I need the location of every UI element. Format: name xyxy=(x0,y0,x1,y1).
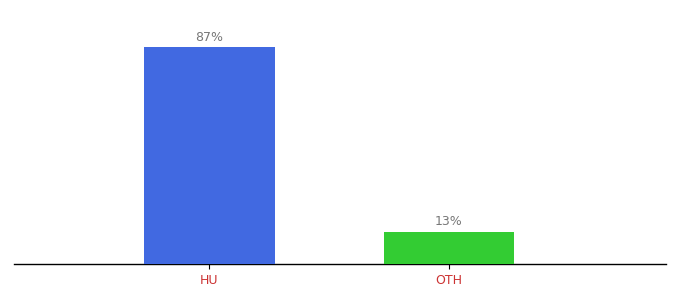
Bar xyxy=(144,47,275,264)
Bar xyxy=(384,232,514,264)
Text: 87%: 87% xyxy=(195,31,224,44)
Text: 13%: 13% xyxy=(435,215,462,228)
